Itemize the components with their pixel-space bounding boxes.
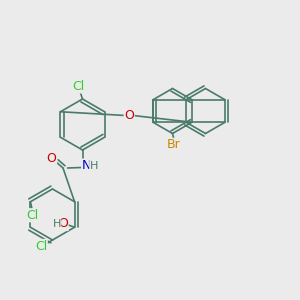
Text: O: O: [47, 152, 56, 166]
Text: H: H: [90, 160, 98, 171]
Text: N: N: [82, 159, 91, 172]
Text: O: O: [124, 109, 134, 122]
Text: Cl: Cl: [26, 209, 38, 222]
Text: Cl: Cl: [35, 239, 47, 253]
Text: O: O: [58, 218, 68, 230]
Text: Cl: Cl: [72, 80, 84, 93]
Text: Br: Br: [167, 138, 181, 152]
Text: H: H: [52, 219, 61, 229]
